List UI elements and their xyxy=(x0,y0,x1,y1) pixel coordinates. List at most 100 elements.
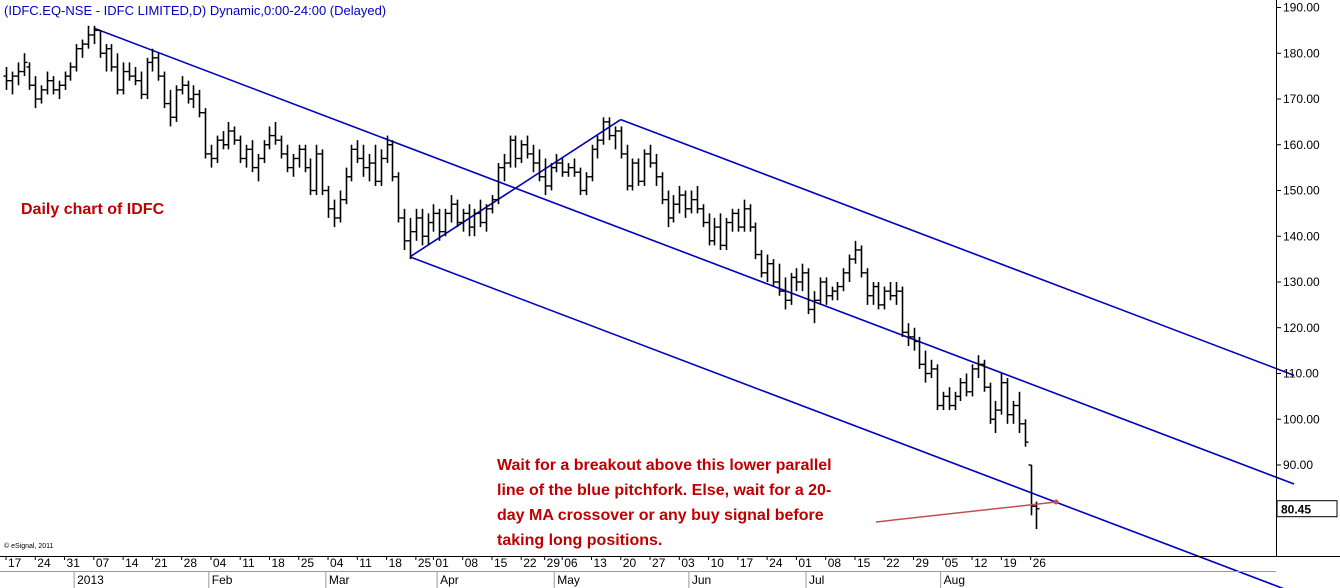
month-label: 2013 xyxy=(77,573,104,587)
ohlc-bar xyxy=(676,185,683,214)
ohlc-bar xyxy=(149,48,156,72)
y-tick-label: 190.00 xyxy=(1283,1,1320,15)
pitchfork-median-line xyxy=(93,27,1295,485)
annotation-arrow-head xyxy=(1053,499,1059,505)
ohlc-bar xyxy=(600,117,607,145)
pitchfork-lower-parallel xyxy=(409,256,1285,588)
ohlc-bar xyxy=(477,199,484,228)
ohlc-bar xyxy=(73,44,80,72)
ohlc-bar xyxy=(963,373,970,397)
ohlc-bar xyxy=(682,190,689,218)
ohlc-bar xyxy=(922,350,929,383)
x-tick-label: 18 xyxy=(389,556,403,570)
ohlc-bar xyxy=(97,29,104,58)
ohlc-bar xyxy=(337,190,344,223)
x-tick-label: 11 xyxy=(242,556,255,570)
ohlc-bar xyxy=(975,355,982,379)
x-tick-label: 08 xyxy=(828,556,842,570)
ohlc-bar xyxy=(126,62,133,81)
ohlc-bar xyxy=(524,135,531,159)
ohlc-bar xyxy=(612,126,619,150)
ohlc-bar xyxy=(120,62,127,95)
ohlc-bar xyxy=(378,149,385,186)
ohlc-bar xyxy=(518,140,525,164)
x-tick-label: 07 xyxy=(96,556,110,570)
ohlc-bar xyxy=(717,213,724,250)
ohlc-bar xyxy=(348,144,355,182)
ohlc-bar xyxy=(360,144,367,177)
last-price-label: 80.45 xyxy=(1281,503,1311,517)
ohlc-bar xyxy=(38,85,45,104)
ohlc-bar xyxy=(313,144,320,196)
note-line-3: day MA crossover or any buy signal befor… xyxy=(497,507,824,524)
ohlc-bar xyxy=(864,268,871,305)
ohlc-bar xyxy=(741,199,748,232)
ohlc-bar xyxy=(583,172,590,196)
ohlc-bar xyxy=(483,204,490,232)
ohlc-bar xyxy=(354,140,361,164)
ohlc-bars xyxy=(3,25,1040,530)
ohlc-bar xyxy=(928,359,935,379)
ohlc-bar xyxy=(413,208,420,241)
x-tick-label: 12 xyxy=(974,556,988,570)
y-tick-label: 170.00 xyxy=(1283,92,1320,106)
ohlc-bar xyxy=(694,185,701,214)
ohlc-bar xyxy=(237,135,244,164)
ohlc-bar xyxy=(834,282,841,301)
ohlc-bar xyxy=(805,268,812,315)
x-tick-label: 08 xyxy=(465,556,479,570)
x-tick-label: 01 xyxy=(435,556,449,570)
ohlc-bar xyxy=(799,263,806,292)
ohlc-bar xyxy=(249,140,256,173)
ohlc-bar xyxy=(875,282,882,310)
ohlc-bar xyxy=(565,163,572,177)
note-line-4: taking long positions. xyxy=(497,532,662,549)
ohlc-bar xyxy=(319,149,326,196)
ohlc-bar xyxy=(992,400,999,433)
ohlc-bar xyxy=(243,144,250,168)
x-tick-label: 03 xyxy=(681,556,695,570)
x-tick-label: 24 xyxy=(769,556,783,570)
x-tick-label: 14 xyxy=(125,556,139,570)
y-tick-label: 100.00 xyxy=(1283,412,1320,426)
ohlc-bar xyxy=(653,153,660,186)
ohlc-bar xyxy=(688,190,695,214)
ohlc-bar xyxy=(840,268,847,292)
x-tick-label: 29 xyxy=(547,556,561,570)
ohlc-bar xyxy=(916,336,923,369)
ohlc-bar xyxy=(155,53,162,81)
x-tick-label: 22 xyxy=(523,556,537,570)
ohlc-bar xyxy=(899,286,906,337)
x-tick-label: 21 xyxy=(154,556,168,570)
ohlc-bar xyxy=(401,208,408,250)
ohlc-bar xyxy=(108,44,115,72)
ohlc-bar xyxy=(26,62,33,90)
x-tick-label: 31 xyxy=(67,556,81,570)
ohlc-bar xyxy=(50,76,57,95)
ohlc-bar xyxy=(700,204,707,228)
ohlc-bar xyxy=(606,117,613,141)
ohlc-bar xyxy=(1016,391,1023,433)
note-line-2: line of the blue pitchfork. Else, wait f… xyxy=(497,482,831,499)
x-tick-label: 26 xyxy=(1033,556,1047,570)
x-tick-label: 17 xyxy=(8,556,22,570)
note-line-1: Wait for a breakout above this lower par… xyxy=(497,457,832,474)
ohlc-bar xyxy=(770,259,777,287)
annotation-note: Wait for a breakout above this lower par… xyxy=(497,457,832,549)
ohlc-bar xyxy=(793,268,800,292)
x-tick-label: 25 xyxy=(301,556,315,570)
ohlc-bar xyxy=(711,217,718,246)
ohlc-bar xyxy=(594,135,601,159)
ohlc-bar xyxy=(167,89,174,127)
ohlc-bar xyxy=(214,135,221,164)
ohlc-bar xyxy=(208,144,215,168)
ohlc-bar xyxy=(1010,400,1017,424)
month-label: Apr xyxy=(440,573,459,587)
ohlc-bar xyxy=(887,282,894,301)
ohlc-bar xyxy=(448,195,455,223)
ohlc-bar xyxy=(776,263,783,296)
x-tick-label: 11 xyxy=(359,556,372,570)
ohlc-bar xyxy=(331,199,338,228)
ohlc-bar xyxy=(981,359,988,392)
ohlc-bar xyxy=(56,80,63,99)
